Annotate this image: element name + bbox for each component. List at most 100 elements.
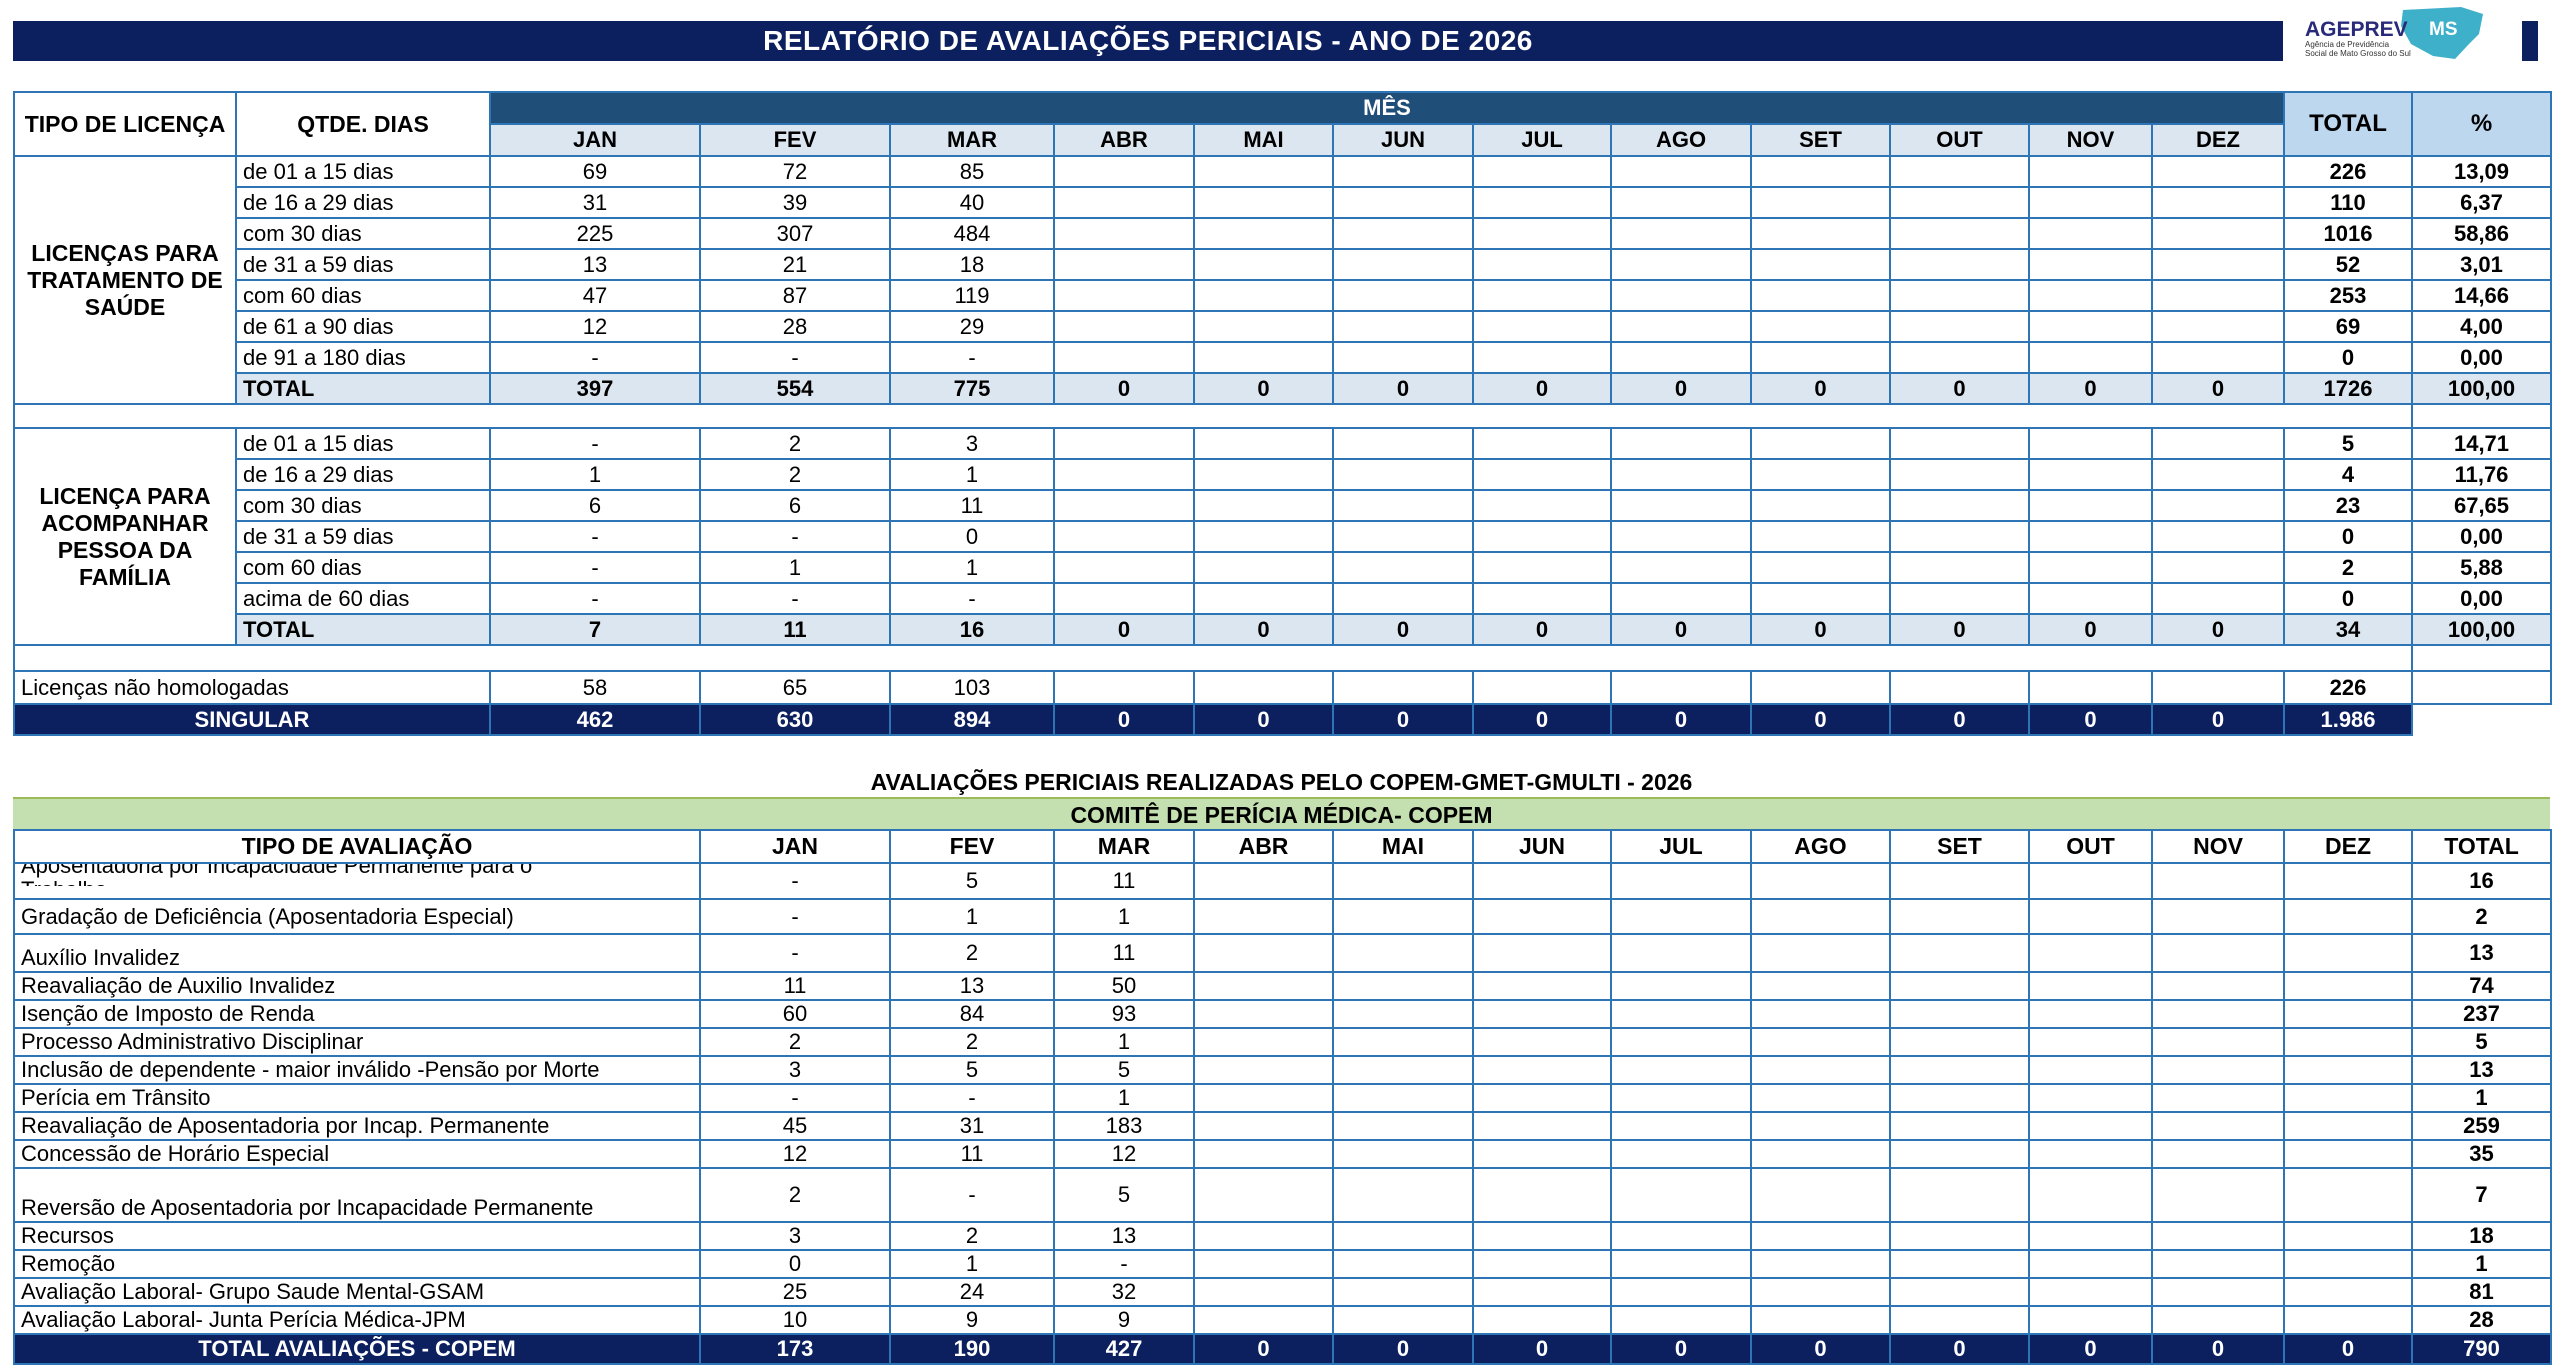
value-abr — [1193, 999, 1334, 1029]
row-total: 28 — [2411, 1305, 2552, 1335]
value-jan: - — [489, 520, 701, 553]
total-jan: 397 — [489, 372, 701, 405]
value-dez — [2283, 1249, 2413, 1279]
month-header-jul: JUL — [1610, 829, 1752, 864]
value-nov — [2028, 279, 2153, 312]
value-mar: - — [1053, 1249, 1195, 1279]
value-jun — [1472, 971, 1612, 1001]
table-row: Aposentadoria por Incapacidade Permanent… — [13, 862, 2552, 900]
singular-total: 1.986 — [2283, 703, 2413, 736]
value-nov — [2151, 1139, 2285, 1169]
avaliacao-label: Recursos — [13, 1221, 701, 1251]
value-ago — [1750, 1249, 1891, 1279]
value-dez — [2151, 186, 2285, 219]
value-mai — [1193, 458, 1334, 491]
singular-mai: 0 — [1193, 703, 1334, 736]
value-dez — [2283, 1305, 2413, 1335]
value-jan: 2 — [699, 1027, 891, 1057]
value-mar: - — [889, 582, 1055, 615]
value-mai — [1193, 520, 1334, 553]
singular-jul: 0 — [1472, 703, 1612, 736]
row-total: 0 — [2283, 341, 2413, 374]
total-mai: 0 — [1193, 372, 1334, 405]
value-fev: - — [699, 582, 891, 615]
avaliacao-label: Isenção de Imposto de Renda — [13, 999, 701, 1029]
value-jan: 6 — [489, 489, 701, 522]
total-jun: 0 — [1332, 613, 1474, 646]
value-nov — [2028, 670, 2153, 705]
value-mai — [1332, 1027, 1474, 1057]
value-mai — [1332, 1249, 1474, 1279]
month-header-mar: MAR — [1053, 829, 1195, 864]
value-jul — [1610, 1249, 1752, 1279]
grand-total: 1726 — [2283, 372, 2413, 405]
table-row: Remoção 0 1-1 — [13, 1249, 2552, 1279]
avaliacao-label: Reversão de Aposentadoria por Incapacida… — [13, 1167, 701, 1223]
value-mar: 85 — [889, 155, 1055, 188]
value-jul — [1610, 1139, 1752, 1169]
total-ago: 0 — [1610, 613, 1752, 646]
value-dez — [2151, 458, 2285, 491]
total-set: 0 — [1889, 1333, 2030, 1365]
value-abr — [1053, 186, 1195, 219]
value-set — [1889, 862, 2030, 900]
value-mar: 3 — [889, 427, 1055, 460]
total-label: TOTAL — [235, 613, 491, 646]
value-mai — [1193, 670, 1334, 705]
header-row-months: JAN FEV MAR ABR MAI JUN JUL AGO SET OUT NOV DEZ — [14, 123, 2551, 157]
qtde-dias-cell: de 16 a 29 dias — [235, 458, 491, 491]
value-mar: 484 — [889, 217, 1055, 250]
total-row: TOTAL 7 11 16 0 0 0 0 0 0 0 0 0 34 100,00 — [14, 613, 2552, 646]
value-jan: 0 — [699, 1249, 891, 1279]
value-mar: 12 — [1053, 1139, 1195, 1169]
separator-row — [13, 644, 2552, 672]
value-jun — [1472, 1027, 1612, 1057]
row-percent: 14,71 — [2411, 427, 2552, 460]
value-set — [1750, 458, 1891, 491]
nao-homologadas-row: Licenças não homologadas 58 65 103 226 — [13, 670, 2552, 705]
value-jul — [1472, 310, 1612, 343]
value-abr — [1193, 1277, 1334, 1307]
avaliacao-label: Auxílio Invalidez — [13, 933, 701, 973]
value-jan: - — [489, 551, 701, 584]
value-mai — [1332, 898, 1474, 935]
value-fev: 1 — [889, 1249, 1055, 1279]
value-mar: 103 — [889, 670, 1055, 705]
value-nov — [2151, 1055, 2285, 1085]
table-row: LICENÇAS PARA TRATAMENTO DE SAÚDE de 01 a… — [13, 155, 2552, 405]
value-out — [1889, 186, 2030, 219]
value-jun — [1472, 862, 1612, 900]
singular-jun: 0 — [1332, 703, 1474, 736]
value-dez — [2283, 971, 2413, 1001]
value-nov — [2028, 341, 2153, 374]
row-percent: 0,00 — [2411, 520, 2552, 553]
value-dez — [2151, 520, 2285, 553]
table-row: com 60 dias 47 87 119 253 14,66 — [14, 279, 2552, 312]
value-set — [1889, 999, 2030, 1029]
value-mai — [1193, 186, 1334, 219]
row-total: 35 — [2411, 1139, 2552, 1169]
value-mai — [1193, 582, 1334, 615]
table-row: Processo Administrativo Disciplinar 2 2 1 5 — [13, 1027, 2552, 1057]
value-nov — [2028, 155, 2153, 188]
value-nov — [2151, 862, 2285, 900]
grand-percent: 100,00 — [2411, 613, 2552, 646]
value-fev: 1 — [699, 551, 891, 584]
month-header-dez: DEZ — [2283, 829, 2413, 864]
table-row: Isenção de Imposto de Renda 60 84 93 237 — [13, 999, 2552, 1029]
avaliacoes-table: TIPO DE AVALIAÇÃO JAN FEV MAR ABR MAI JUN JUL AG… — [13, 829, 2552, 1365]
value-out — [2028, 933, 2153, 973]
table-row: Avaliação Laboral- Grupo Saude Mental-GS… — [13, 1277, 2552, 1307]
value-fev: 9 — [889, 1305, 1055, 1335]
value-nov — [2028, 186, 2153, 219]
row-total: 23 — [2283, 489, 2413, 522]
qtde-dias-cell: de 01 a 15 dias — [235, 155, 491, 188]
qtde-dias-cell: com 30 dias — [235, 217, 491, 250]
avaliacao-label: Avaliação Laboral- Grupo Saude Mental-GS… — [13, 1277, 701, 1307]
value-mai — [1193, 489, 1334, 522]
value-jul — [1610, 971, 1752, 1001]
value-mai — [1193, 310, 1334, 343]
total-jan: 173 — [699, 1333, 891, 1365]
value-fev: 84 — [889, 999, 1055, 1029]
value-mai — [1193, 279, 1334, 312]
